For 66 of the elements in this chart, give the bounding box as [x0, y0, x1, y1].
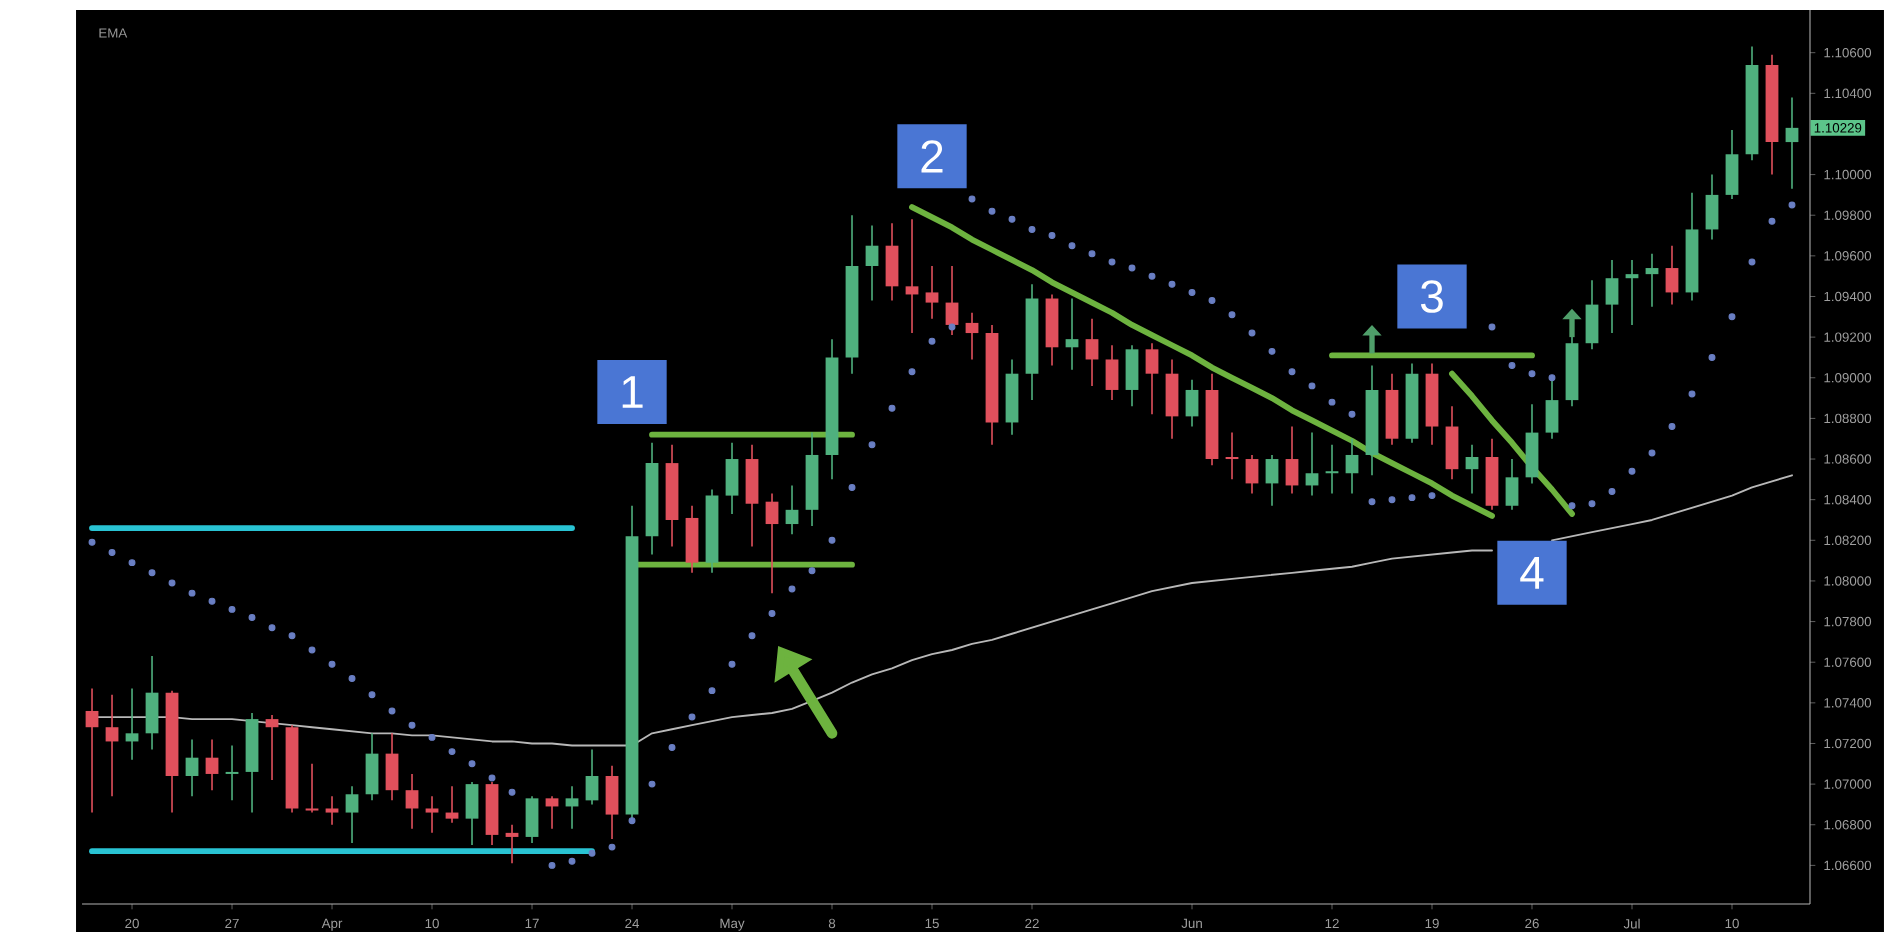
- candlestick: [865, 224, 879, 302]
- candlestick: [745, 444, 759, 548]
- candlestick: [105, 694, 119, 798]
- candlestick: [1225, 432, 1239, 481]
- candlestick: [545, 795, 559, 830]
- candlestick: [925, 265, 939, 320]
- candlestick: [365, 732, 379, 802]
- candlestick: [1125, 344, 1139, 408]
- candlestick: [1465, 444, 1479, 495]
- candlestick: [85, 688, 99, 814]
- candlestick: [225, 744, 239, 802]
- annotation: 1: [622, 376, 643, 409]
- candlestick: [945, 265, 959, 337]
- candlestick: [525, 795, 539, 845]
- candlestick: [265, 714, 279, 782]
- candlestick: [1105, 344, 1119, 402]
- candlestick: [1525, 403, 1539, 485]
- annotation: 4: [1520, 557, 1544, 589]
- candlestick: [425, 795, 439, 834]
- candlestick: [385, 732, 399, 802]
- candlestick: [1245, 454, 1259, 495]
- candlestick: [1625, 259, 1639, 326]
- candlestick: [685, 505, 699, 574]
- candlestick: [125, 688, 139, 761]
- candlestick: [565, 785, 579, 830]
- candlestick: [505, 824, 519, 865]
- candlestick: [1305, 432, 1319, 497]
- candlestick: [305, 763, 319, 814]
- candlestick: [1585, 279, 1599, 351]
- candlestick: [965, 312, 979, 361]
- candlestick: [465, 781, 479, 847]
- line-series: [1449, 370, 1575, 518]
- candlestick: [765, 492, 779, 595]
- candlestick: [1785, 96, 1799, 190]
- candlestick: [1185, 379, 1199, 428]
- candlestick: [1085, 318, 1099, 387]
- candlestick: [785, 484, 799, 536]
- candlestick: [1325, 444, 1339, 495]
- candlestick: [185, 738, 199, 798]
- candlestick: [445, 785, 459, 824]
- candlestick: [905, 218, 919, 335]
- candlestick: [325, 795, 339, 826]
- candlestick: [1665, 245, 1679, 306]
- candlestick: [345, 785, 359, 845]
- candlestick: [1145, 342, 1159, 416]
- candlestick: [205, 738, 219, 792]
- candlestick: [405, 773, 419, 830]
- candlestick: [1725, 129, 1739, 200]
- candlestick: [145, 655, 159, 751]
- annotation: 2: [921, 140, 943, 173]
- candlestick: [1345, 438, 1359, 495]
- candlestick: [1505, 458, 1519, 511]
- candlestick: [1165, 358, 1179, 440]
- candlestick: [725, 442, 739, 515]
- candlestick: [605, 765, 619, 840]
- candlestick: [1445, 405, 1459, 481]
- candlestick: [885, 222, 899, 302]
- candlestick: [1065, 297, 1079, 371]
- candlestick: [1705, 174, 1719, 241]
- annotation: 3: [1420, 280, 1443, 314]
- candlestick: [1645, 253, 1659, 308]
- candlestick: [1285, 425, 1299, 495]
- candlestick: [1545, 375, 1559, 440]
- candlestick: [1605, 259, 1619, 335]
- candlestick: [585, 748, 599, 806]
- candlestick: [1265, 454, 1279, 507]
